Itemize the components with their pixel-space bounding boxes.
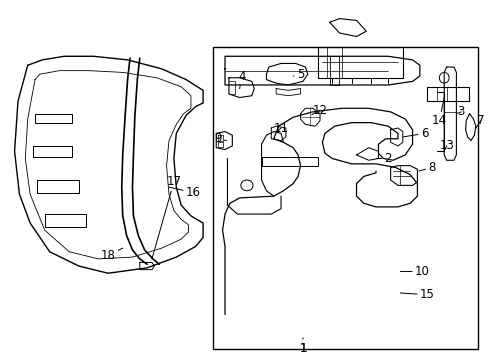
Text: 8: 8 [418,161,435,174]
Text: 14: 14 [431,98,446,127]
Text: 13: 13 [438,139,453,152]
Bar [212,47,477,348]
Text: 17: 17 [152,175,181,259]
Text: 16: 16 [169,186,201,199]
Text: 10: 10 [400,265,429,278]
Text: 1: 1 [299,342,306,355]
Text: 6: 6 [402,127,427,140]
Text: 7: 7 [475,114,484,128]
Text: 15: 15 [400,288,434,301]
Text: 11: 11 [273,122,288,135]
Text: 18: 18 [101,248,122,262]
Text: 4: 4 [238,69,245,89]
Text: 9: 9 [214,132,226,145]
Text: 5: 5 [293,68,304,81]
Text: 3: 3 [455,105,464,118]
Text: 12: 12 [311,104,327,117]
Text: 1: 1 [299,338,306,355]
Text: 2: 2 [375,152,391,165]
